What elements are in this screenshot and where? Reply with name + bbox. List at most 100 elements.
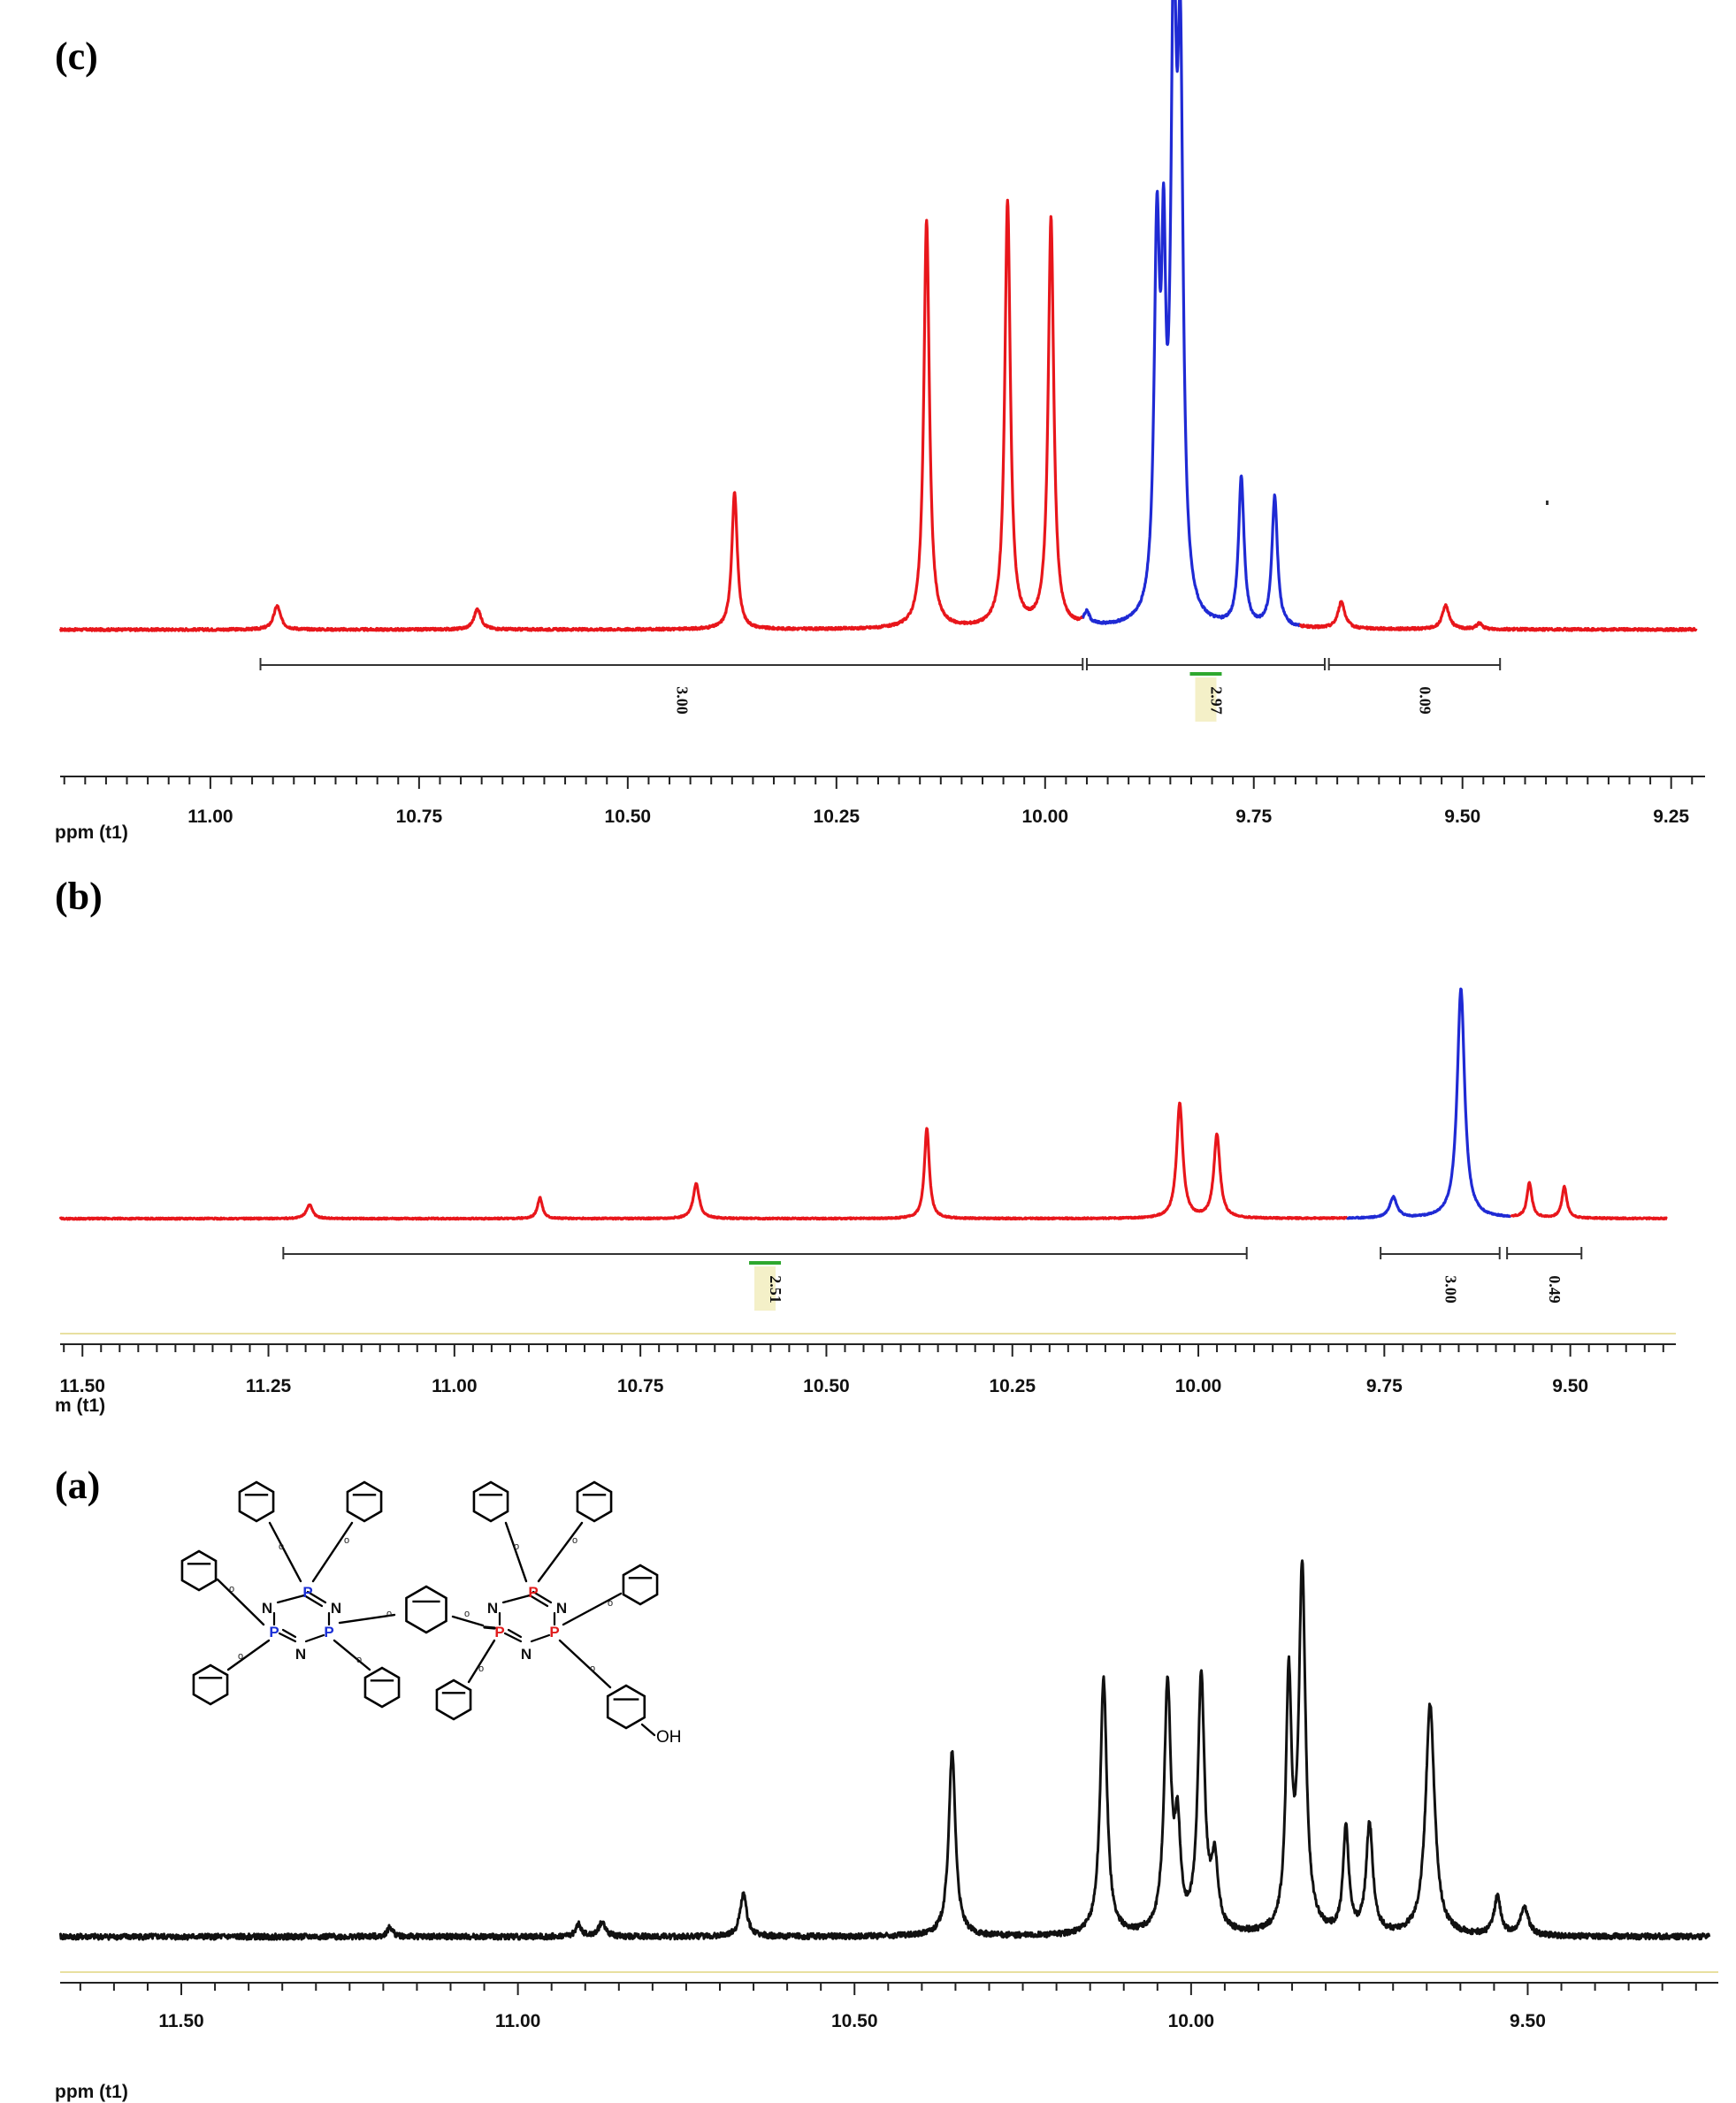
bond — [530, 1633, 551, 1643]
nitrogen-atom-right: N — [487, 1600, 498, 1617]
panel-a-label: (a) — [55, 1464, 100, 1507]
bond — [501, 1594, 532, 1604]
tick-label: 11.50 — [60, 1376, 105, 1396]
bond — [306, 1590, 327, 1604]
bond — [226, 1639, 271, 1671]
panel-a-axis-unit: ppm (t1) — [55, 2082, 128, 2102]
bond — [281, 1628, 297, 1639]
phosphorus-atom-left: P — [269, 1624, 279, 1640]
spectrum-series-b-2 — [1510, 1181, 1669, 1221]
spectrum-series-c-1 — [1082, 0, 1302, 628]
oxygen-label: o — [514, 1541, 519, 1552]
bond — [528, 1594, 549, 1608]
panel-c-label: (c) — [55, 34, 98, 78]
panel-a: (a) 11.50 11.00 10.50 10.00 9.50 ppm (t1) P P… — [55, 1464, 1718, 2102]
oxygen-label: o — [386, 1609, 392, 1619]
panel-c-speck — [1546, 501, 1549, 505]
phosphorus-atom-right: P — [528, 1584, 538, 1601]
tick-label: 9.25 — [1653, 807, 1689, 827]
panel-b-axis: 11.50 11.25 11.00 10.75 10.50 10.25 10.00 9.75 9… — [60, 1333, 1676, 1396]
oxygen-label: o — [229, 1584, 234, 1594]
tick-label: 11.00 — [495, 2011, 540, 2031]
bond — [304, 1633, 325, 1643]
oxygen-label: o — [478, 1663, 484, 1674]
integral-label: 3.00 — [673, 686, 691, 715]
bond — [338, 1613, 396, 1625]
nitrogen-atom-left: N — [295, 1646, 306, 1663]
phosphorus-atom-left: P — [324, 1624, 333, 1640]
bond — [503, 1632, 523, 1643]
bond — [278, 1632, 297, 1643]
oxygen-label: o — [344, 1535, 349, 1546]
panel-c-axis: 11.00 10.75 10.50 10.25 10.00 9.75 9.50 9.25 — [60, 776, 1705, 827]
oxygen-label: o — [590, 1663, 595, 1674]
integral-label: 2.51 — [767, 1275, 784, 1304]
phosphorus-atom-right: P — [494, 1624, 504, 1640]
phenol-ring — [606, 1684, 646, 1730]
nitrogen-atom-right: N — [556, 1600, 567, 1617]
nitrogen-atom-right: N — [521, 1646, 532, 1663]
panel-b-integrals: 2.51 3.00 0.49 — [282, 1247, 1583, 1311]
tick-label: 10.00 — [1168, 2011, 1215, 2031]
tick-label: 10.50 — [605, 807, 652, 827]
bond — [451, 1615, 485, 1627]
oxygen-label: o — [464, 1609, 470, 1619]
oxygen-label: o — [279, 1541, 284, 1552]
bond — [532, 1590, 553, 1604]
tick-label: 9.50 — [1510, 2011, 1546, 2031]
phosphorus-atom-right: P — [549, 1624, 559, 1640]
tick-label: 9.75 — [1235, 807, 1272, 827]
oxygen-label: o — [356, 1655, 362, 1665]
panel-a-spectrum — [58, 1559, 1711, 1941]
spectrum-series-b-0 — [58, 1101, 1349, 1221]
tick-label: 11.25 — [246, 1376, 292, 1396]
bond — [504, 1521, 528, 1583]
panel-b-label: (b) — [55, 875, 103, 918]
bond — [558, 1639, 612, 1689]
phenylene-bridge — [405, 1585, 447, 1634]
bond — [268, 1521, 302, 1583]
panel-c-integrals: 3.00 2.97 0.09 — [259, 658, 1502, 722]
phenyl-ring — [622, 1564, 659, 1606]
phenyl-ring — [472, 1480, 509, 1523]
tick-label: 9.50 — [1552, 1376, 1588, 1396]
integral-label-bg — [754, 1266, 776, 1311]
bond — [333, 1639, 371, 1671]
tick-label: 10.75 — [396, 807, 443, 827]
integral-label: 3.00 — [1442, 1275, 1459, 1304]
spectrum-series-a-0 — [58, 1559, 1711, 1941]
tick-label: 10.25 — [814, 807, 860, 827]
tick-label: 10.50 — [803, 1376, 850, 1396]
phenyl-ring — [346, 1480, 383, 1523]
panel-c: (c) 3.00 2.97 0.09 11.00 10.75 10.50 10.25 10.… — [55, 0, 1705, 843]
panel-c-spectrum — [58, 0, 1698, 632]
nitrogen-atom-left: N — [262, 1600, 272, 1617]
bond — [216, 1578, 265, 1626]
tick-label: 11.00 — [432, 1376, 477, 1396]
bond — [537, 1521, 584, 1583]
oxygen-label: o — [572, 1535, 577, 1546]
nitrogen-atom-left: N — [331, 1600, 341, 1617]
bond — [311, 1521, 354, 1583]
tick-label: 11.00 — [187, 807, 233, 827]
phenyl-ring — [576, 1480, 613, 1523]
phenyl-ring — [192, 1663, 229, 1706]
spectrum-series-c-2 — [1298, 600, 1698, 632]
bond — [302, 1594, 324, 1608]
integral-label: 0.49 — [1546, 1275, 1564, 1304]
bond — [483, 1625, 496, 1630]
panel-b-spectrum — [58, 987, 1669, 1221]
bond — [640, 1723, 656, 1737]
phenyl-ring — [363, 1666, 401, 1709]
panel-a-axis: 11.50 11.00 10.50 10.00 9.50 — [60, 1971, 1718, 2031]
phenyl-ring — [180, 1549, 218, 1592]
integral-label: 2.97 — [1207, 686, 1225, 715]
oxygen-label: o — [238, 1651, 243, 1662]
bond — [507, 1628, 523, 1639]
oxygen-label: o — [608, 1598, 613, 1609]
bond — [562, 1592, 623, 1626]
panel-c-axis-unit: ppm (t1) — [55, 822, 128, 843]
